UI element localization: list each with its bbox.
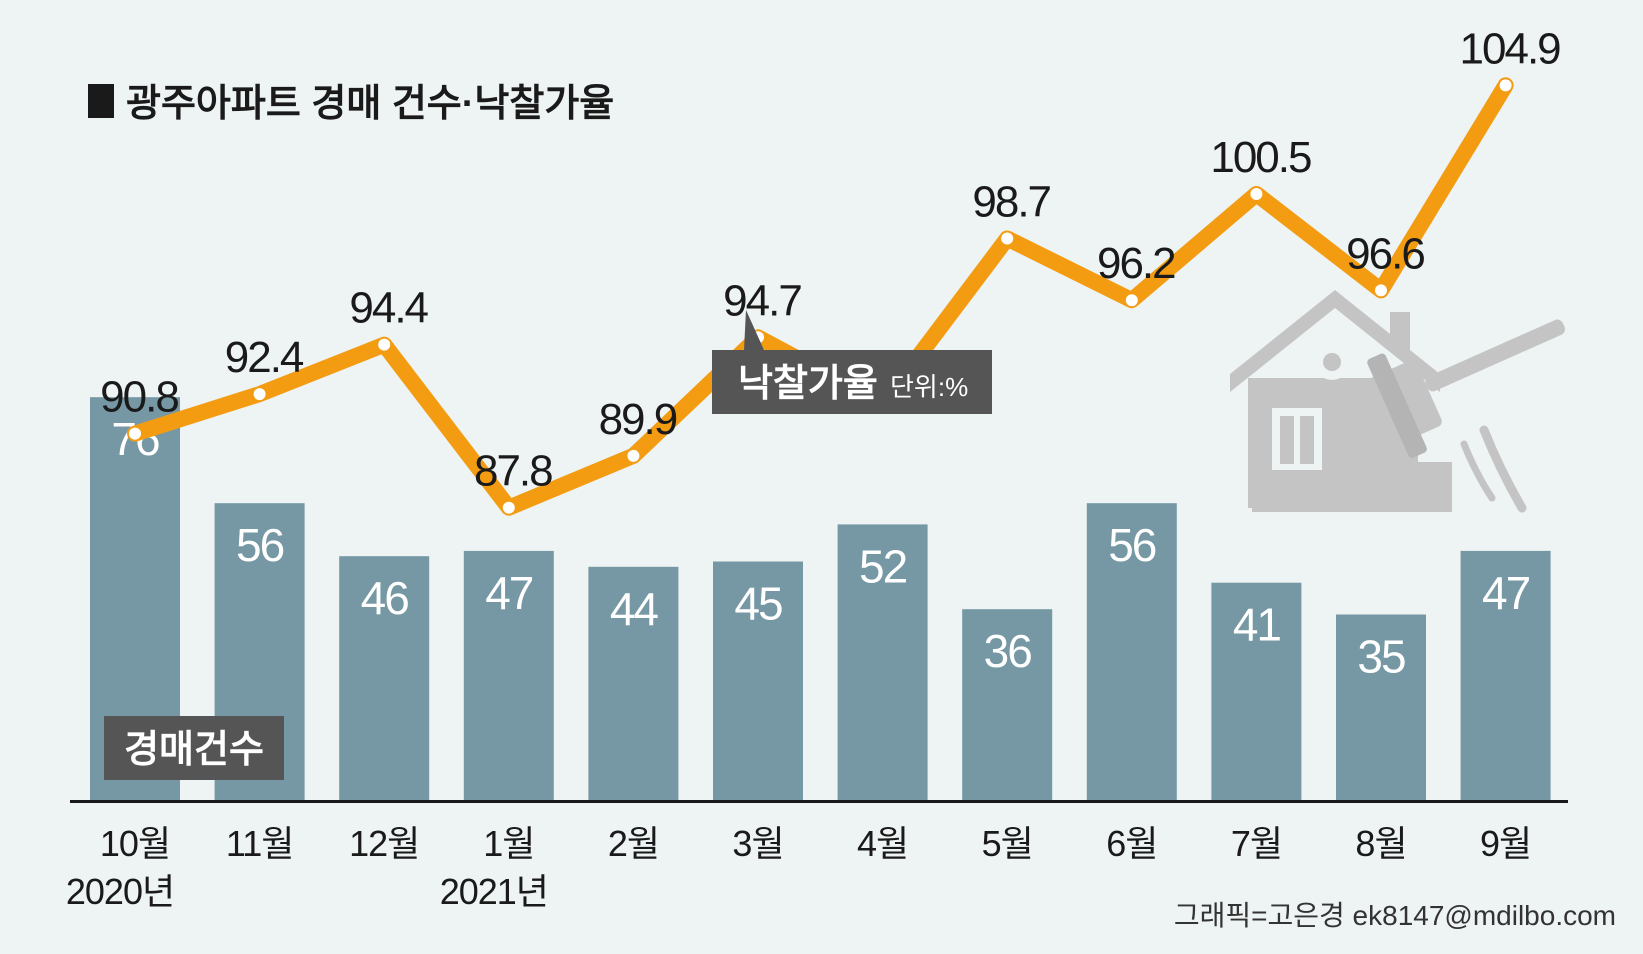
rate-value-label: 90.8 xyxy=(100,373,178,422)
x-axis-tick-labels: 10월 11월 12월 1월 2월 3월 4월 5월 6월 7월 8월 9월 xyxy=(100,823,1532,864)
rate-point-2 xyxy=(253,388,266,401)
bar-11 xyxy=(1336,614,1426,800)
bar-12 xyxy=(1460,550,1551,800)
rate-point-8 xyxy=(1001,232,1014,245)
bar-10 xyxy=(1211,582,1302,800)
rate-point-9 xyxy=(1125,294,1138,307)
rate-value-label: 92.4 xyxy=(225,333,304,382)
bar-value-label: 46 xyxy=(361,572,409,624)
count-tag: 경매건수 xyxy=(104,716,284,780)
bar-6 xyxy=(713,561,803,800)
rate-value-labels: 90.892.494.487.889.994.792.098.796.2100.… xyxy=(100,24,1562,496)
rate-tag-label: 낙찰가율 xyxy=(738,363,878,405)
bar-value-label: 52 xyxy=(859,540,907,592)
rate-tag-unit: 단위:% xyxy=(890,372,968,402)
rate-value-label: 96.2 xyxy=(1097,239,1175,288)
rate-value-label: 94.7 xyxy=(723,276,801,325)
bar-value-labels: 765646474445523656413547 xyxy=(111,413,1531,683)
x-tick-label: 5월 xyxy=(982,823,1033,864)
x-tick-label: 1월 xyxy=(483,823,534,864)
x-tick-label: 3월 xyxy=(732,823,783,864)
rate-point-12 xyxy=(1499,79,1512,92)
rate-point-3 xyxy=(378,338,391,351)
rate-tag: 낙찰가율 단위:% xyxy=(712,310,992,414)
bar-value-label: 45 xyxy=(734,578,782,630)
year-labels: 2020년 2021년 xyxy=(66,871,549,912)
x-tick-label: 11월 xyxy=(226,823,294,864)
house-auction-gavel-icon xyxy=(1230,290,1565,513)
year-label: 2020년 xyxy=(66,871,174,912)
count-tag-box xyxy=(104,716,284,780)
bar-value-label: 44 xyxy=(610,583,659,635)
rate-value-label: 89.9 xyxy=(599,395,677,444)
bar-value-label: 47 xyxy=(485,567,533,619)
x-tick-label: 8월 xyxy=(1355,823,1406,864)
x-tick-label: 7월 xyxy=(1231,823,1282,864)
bar-3 xyxy=(339,556,430,800)
rate-tag-box xyxy=(712,350,992,414)
x-tick-label: 12월 xyxy=(349,823,419,864)
bar-value-label: 41 xyxy=(1233,599,1281,651)
bar-4 xyxy=(463,550,554,800)
count-tag-label: 경매건수 xyxy=(124,729,264,771)
rate-point-5 xyxy=(627,449,640,462)
rate-tag-pointer xyxy=(744,310,764,350)
rate-point-1 xyxy=(129,427,141,440)
rate-value-label: 98.7 xyxy=(972,177,1050,226)
rate-point-4 xyxy=(502,501,515,514)
bar-value-label: 56 xyxy=(1108,519,1156,571)
rate-value-label: 100.5 xyxy=(1210,133,1311,182)
x-tick-label: 9월 xyxy=(1480,823,1531,864)
bar-value-label: 47 xyxy=(1482,567,1530,619)
x-tick-label: 4월 xyxy=(857,823,908,864)
bar-value-label: 35 xyxy=(1357,631,1405,683)
rate-point-11 xyxy=(1375,284,1387,297)
rate-value-label: 104.9 xyxy=(1460,24,1561,73)
bar-5 xyxy=(588,566,679,800)
bar-7 xyxy=(837,524,928,800)
x-tick-label: 6월 xyxy=(1106,823,1157,864)
bar-9 xyxy=(1086,503,1177,800)
x-tick-label: 10월 xyxy=(100,823,170,864)
rate-value-label: 94.4 xyxy=(349,284,428,333)
rate-value-label: 87.8 xyxy=(474,447,552,496)
title-marker xyxy=(88,84,114,118)
credit: 그래픽=고은경 ek8147@mdilbo.com xyxy=(1174,900,1616,931)
chart-title: 광주아파트 경매 건수·낙찰가율 xyxy=(126,83,614,125)
rate-point-10 xyxy=(1250,188,1263,200)
bar-8 xyxy=(962,609,1053,800)
x-tick-label: 2월 xyxy=(608,823,659,864)
bar-value-label: 56 xyxy=(236,519,284,571)
rate-value-label: 96.6 xyxy=(1346,229,1424,278)
bar-value-label: 36 xyxy=(984,625,1032,677)
year-label: 2021년 xyxy=(440,871,548,912)
